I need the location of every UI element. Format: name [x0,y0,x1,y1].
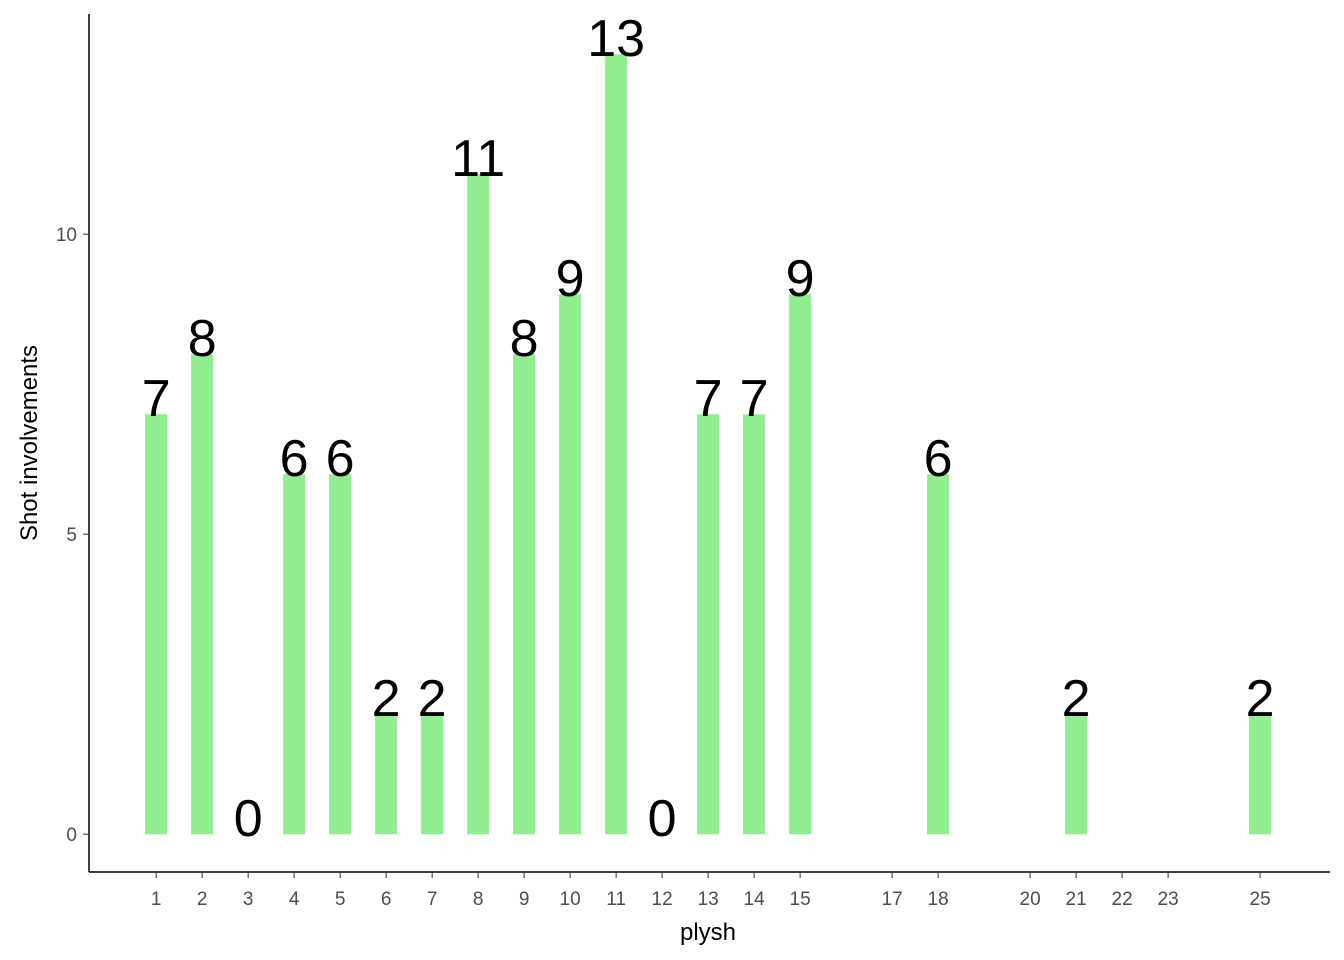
x-tick-label: 20 [1020,889,1041,910]
x-tick-label: 22 [1112,889,1133,910]
value-label: 6 [326,430,355,488]
y-tick-label: 10 [56,225,77,246]
x-tick-label: 7 [427,889,438,910]
value-label: 0 [234,790,263,848]
value-label: 11 [451,130,505,188]
value-label: 2 [1246,670,1275,728]
x-tick-label: 10 [560,889,581,910]
y-tick-label: 5 [66,525,77,546]
value-label: 9 [556,250,585,308]
bar [927,474,950,835]
x-tick-label: 21 [1066,889,1087,910]
x-tick-label: 25 [1250,889,1271,910]
x-tick-label: 1 [151,889,162,910]
x-tick-label: 6 [381,889,392,910]
bar [375,714,398,835]
x-tick-label: 12 [652,889,673,910]
x-tick-label: 17 [882,889,903,910]
bar [1249,714,1272,835]
value-label: 9 [786,250,815,308]
value-label: 2 [372,670,401,728]
x-tick-label: 11 [606,889,626,910]
x-tick-label: 15 [790,889,811,910]
bar [1065,714,1088,835]
value-label: 7 [142,370,171,428]
bar [329,474,352,835]
bar [191,354,214,835]
bar [467,174,490,835]
y-axis-title: Shot involvements [16,345,43,541]
y-tick-label: 0 [66,825,77,846]
bar [283,474,306,835]
x-tick-label: 3 [243,889,254,910]
bar [559,294,582,835]
bar [145,414,168,835]
value-label: 8 [510,310,539,368]
x-tick-label: 4 [289,889,300,910]
value-label: 8 [188,310,217,368]
bar [697,414,720,835]
x-tick-label: 13 [698,889,719,910]
value-label: 0 [648,790,677,848]
value-label: 2 [418,670,447,728]
bar [605,54,628,835]
bar [421,714,444,835]
x-tick-label: 2 [197,889,208,910]
value-label: 7 [694,370,723,428]
value-label: 6 [924,430,953,488]
bar [743,414,766,835]
x-tick-label: 23 [1158,889,1179,910]
x-axis-title: plysh [680,919,736,946]
x-tick-label: 14 [744,889,766,910]
x-tick-label: 8 [473,889,484,910]
value-label: 2 [1062,670,1091,728]
value-label: 13 [587,10,645,68]
bar [513,354,536,835]
value-label: 6 [280,430,309,488]
x-tick-label: 9 [519,889,530,910]
value-label: 7 [740,370,769,428]
bar [789,294,812,835]
x-tick-label: 5 [335,889,346,910]
x-tick-label: 18 [928,889,949,910]
